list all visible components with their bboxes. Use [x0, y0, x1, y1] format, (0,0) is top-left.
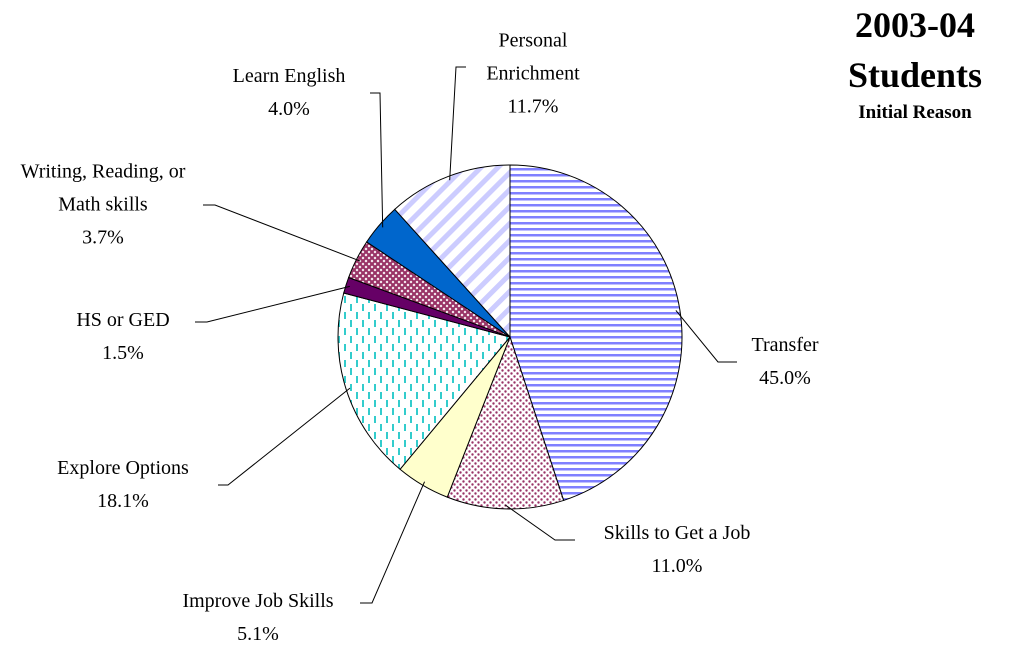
- slice-label: Skills to Get a Job 11.0%: [567, 517, 787, 583]
- category-label: Learn English: [232, 65, 346, 87]
- value-label: 3.7%: [82, 226, 124, 249]
- value-label: 11.0%: [651, 555, 703, 577]
- slice-label: Personal Enrichment 11.7%: [458, 25, 608, 124]
- pie-slice: [337, 292, 511, 470]
- value-label: 11.7%: [507, 95, 559, 118]
- leader-line: [203, 204, 361, 262]
- value-label: 45.0%: [759, 367, 811, 389]
- leader-line: [360, 481, 426, 604]
- leader-line: [218, 387, 351, 486]
- category-label: Skills to Get a Job: [603, 522, 751, 544]
- slice-label: HS or GED 1.5%: [43, 304, 203, 370]
- slice-label: Transfer 45.0%: [725, 329, 845, 395]
- leader-line: [675, 310, 737, 363]
- pie-slice: [509, 164, 683, 502]
- category-label: Explore Options: [57, 457, 189, 479]
- pie-slice: [394, 164, 511, 339]
- category-label: Improve Job Skills: [182, 590, 334, 612]
- category-label: HS or GED: [76, 309, 170, 331]
- category-label: Writing, Reading, or Math skills: [20, 160, 186, 216]
- chart-subtitle: Initial Reason: [858, 102, 972, 123]
- value-label: 4.0%: [268, 98, 310, 120]
- slice-label: Improve Job Skills 5.1%: [148, 585, 368, 645]
- slice-label: Writing, Reading, or Math skills 3.7%: [3, 156, 203, 255]
- category-label: Transfer: [751, 334, 819, 356]
- leader-line: [449, 66, 466, 181]
- leader-line: [370, 92, 384, 228]
- slice-label: Explore Options 18.1%: [23, 452, 223, 518]
- category-label: Personal Enrichment: [486, 29, 580, 85]
- leader-line: [504, 504, 575, 541]
- chart-title: 2003-04 Students: [847, 5, 983, 95]
- slice-label: Learn English 4.0%: [209, 60, 369, 126]
- leader-line: [195, 285, 350, 323]
- value-label: 18.1%: [97, 490, 149, 512]
- value-label: 5.1%: [237, 623, 279, 645]
- pie-slice: [446, 335, 565, 510]
- value-label: 1.5%: [102, 342, 144, 364]
